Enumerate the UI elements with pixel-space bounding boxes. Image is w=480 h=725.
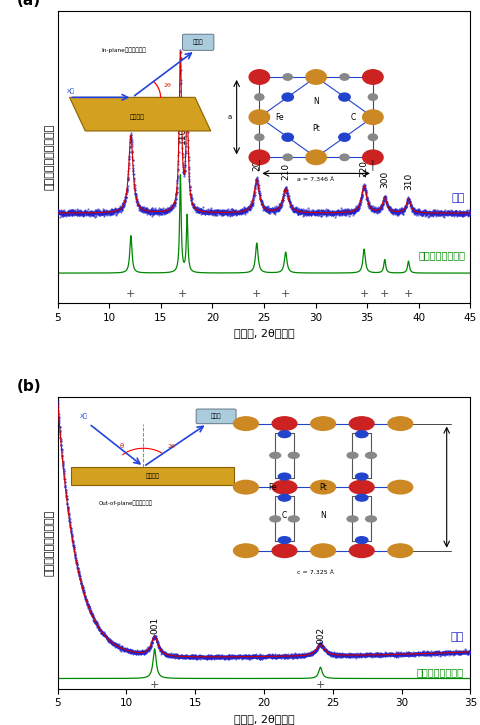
Text: +: + [252, 289, 262, 299]
X-axis label: 回折角, 2θ（度）: 回折角, 2θ（度） [234, 328, 294, 339]
Text: +: + [150, 679, 159, 689]
Text: (b): (b) [16, 378, 41, 394]
Text: +: + [281, 289, 290, 299]
Text: 001: 001 [150, 616, 159, 634]
Text: +: + [404, 289, 413, 299]
Y-axis label: 回折強度（任意単位）: 回折強度（任意単位） [45, 510, 55, 576]
Y-axis label: 回折強度（任意単位）: 回折強度（任意単位） [45, 124, 55, 190]
Text: +: + [380, 289, 389, 299]
Text: +: + [360, 289, 369, 299]
Text: +: + [316, 679, 325, 689]
Text: +: + [178, 289, 187, 299]
X-axis label: 回折角, 2θ（度）: 回折角, 2θ（度） [234, 714, 294, 724]
Text: 薄膜: 薄膜 [450, 632, 464, 642]
Text: 002: 002 [316, 626, 325, 644]
Text: +: + [126, 289, 135, 299]
Text: 110: 110 [178, 126, 187, 144]
Text: シミュレーション: シミュレーション [418, 250, 465, 260]
Text: (a): (a) [16, 0, 40, 8]
Text: 210: 210 [281, 162, 290, 180]
Text: 220: 220 [360, 160, 369, 177]
Text: 100: 100 [126, 109, 135, 126]
Text: 300: 300 [380, 171, 389, 188]
Text: 薄膜: 薄膜 [452, 193, 465, 203]
Text: シミュレーション: シミュレーション [417, 667, 464, 677]
Text: 200: 200 [252, 154, 261, 170]
Text: 310: 310 [404, 173, 413, 191]
